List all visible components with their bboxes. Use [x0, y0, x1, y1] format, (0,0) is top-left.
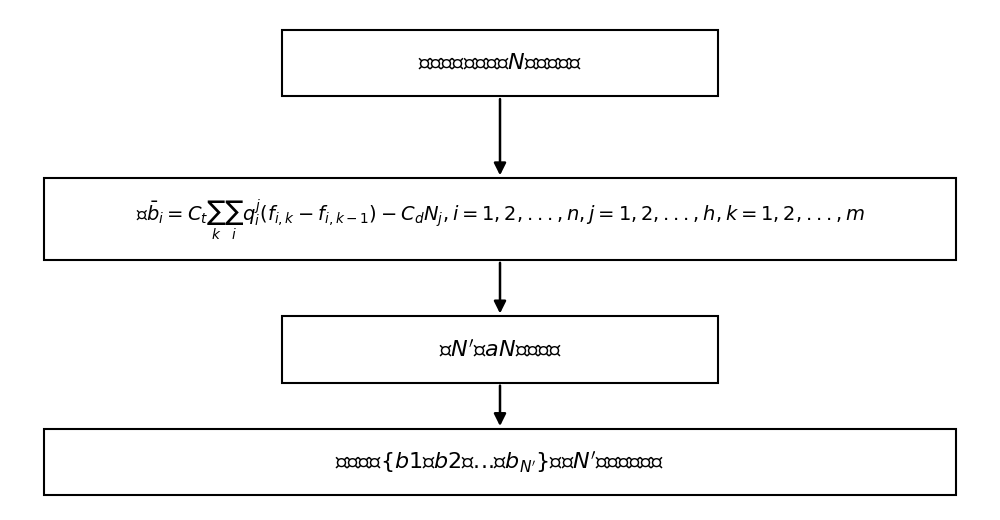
Text: 置$N'$为$aN$整数部分: 置$N'$为$aN$整数部分 — [439, 339, 561, 360]
FancyBboxPatch shape — [44, 429, 956, 496]
Text: 置$\bar{b}_i = C_t\sum_k\sum_i q_i^j(f_{i,k}-f_{i,k-1})-C_dN_j, i=1,2,...,n, j=1,: 置$\bar{b}_i = C_t\sum_k\sum_i q_i^j(f_{i… — [136, 197, 864, 241]
FancyBboxPatch shape — [282, 316, 718, 383]
FancyBboxPatch shape — [44, 178, 956, 260]
Text: 从概率分布中生成$N$个随机向量: 从概率分布中生成$N$个随机向量 — [418, 53, 582, 73]
FancyBboxPatch shape — [282, 30, 718, 96]
Text: 返回序列$\{b1$，$b2$，...，$b_{N'}\}$中第$N'$个最大的元素: 返回序列$\{b1$，$b2$，...，$b_{N'}\}$中第$N'$个最大的… — [335, 449, 665, 475]
